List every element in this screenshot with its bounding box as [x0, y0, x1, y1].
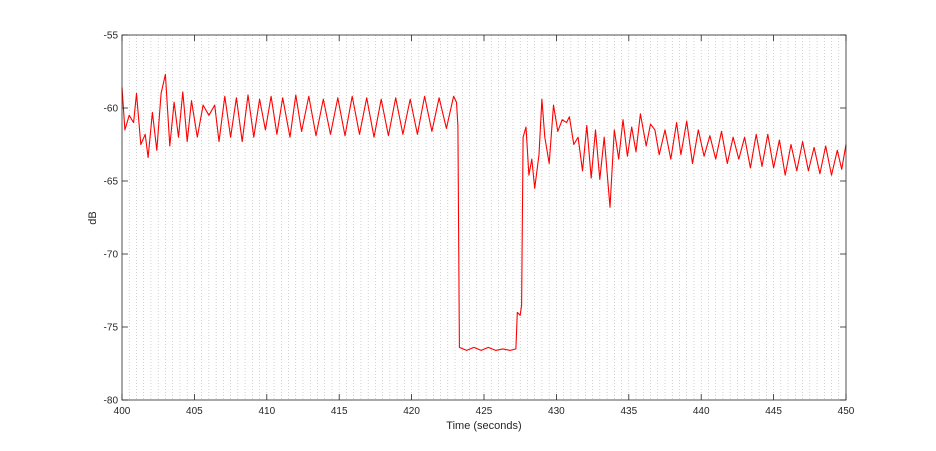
x-axis-label: Time (seconds) [446, 420, 521, 432]
y-tick-label: -65 [104, 177, 119, 188]
x-tick-label: 400 [114, 406, 131, 417]
series-layer [121, 73, 847, 351]
axis-ticks: 400 405 410 415 420 425 430 435 440 445 450 -80 -75 -… [104, 31, 855, 418]
x-tick-label: 410 [258, 406, 275, 417]
y-tick-label: -80 [104, 396, 119, 407]
y-tick-label: -75 [104, 323, 119, 334]
y-tick-label: -70 [104, 250, 119, 261]
x-tick-label: 415 [331, 406, 348, 417]
x-tick-label: 405 [186, 406, 203, 417]
x-tick-label: 435 [620, 406, 637, 417]
y-axis-label: dB [87, 211, 99, 224]
y-tick-label: -55 [104, 31, 119, 42]
x-tick-label: 445 [765, 406, 782, 417]
x-tick-label: 440 [693, 406, 710, 417]
series-line [121, 73, 847, 351]
y-tick-label: -60 [104, 104, 119, 115]
x-tick-label: 425 [476, 406, 493, 417]
x-tick-label: 420 [403, 406, 420, 417]
x-tick-label: 450 [838, 406, 855, 417]
x-tick-label: 430 [548, 406, 565, 417]
